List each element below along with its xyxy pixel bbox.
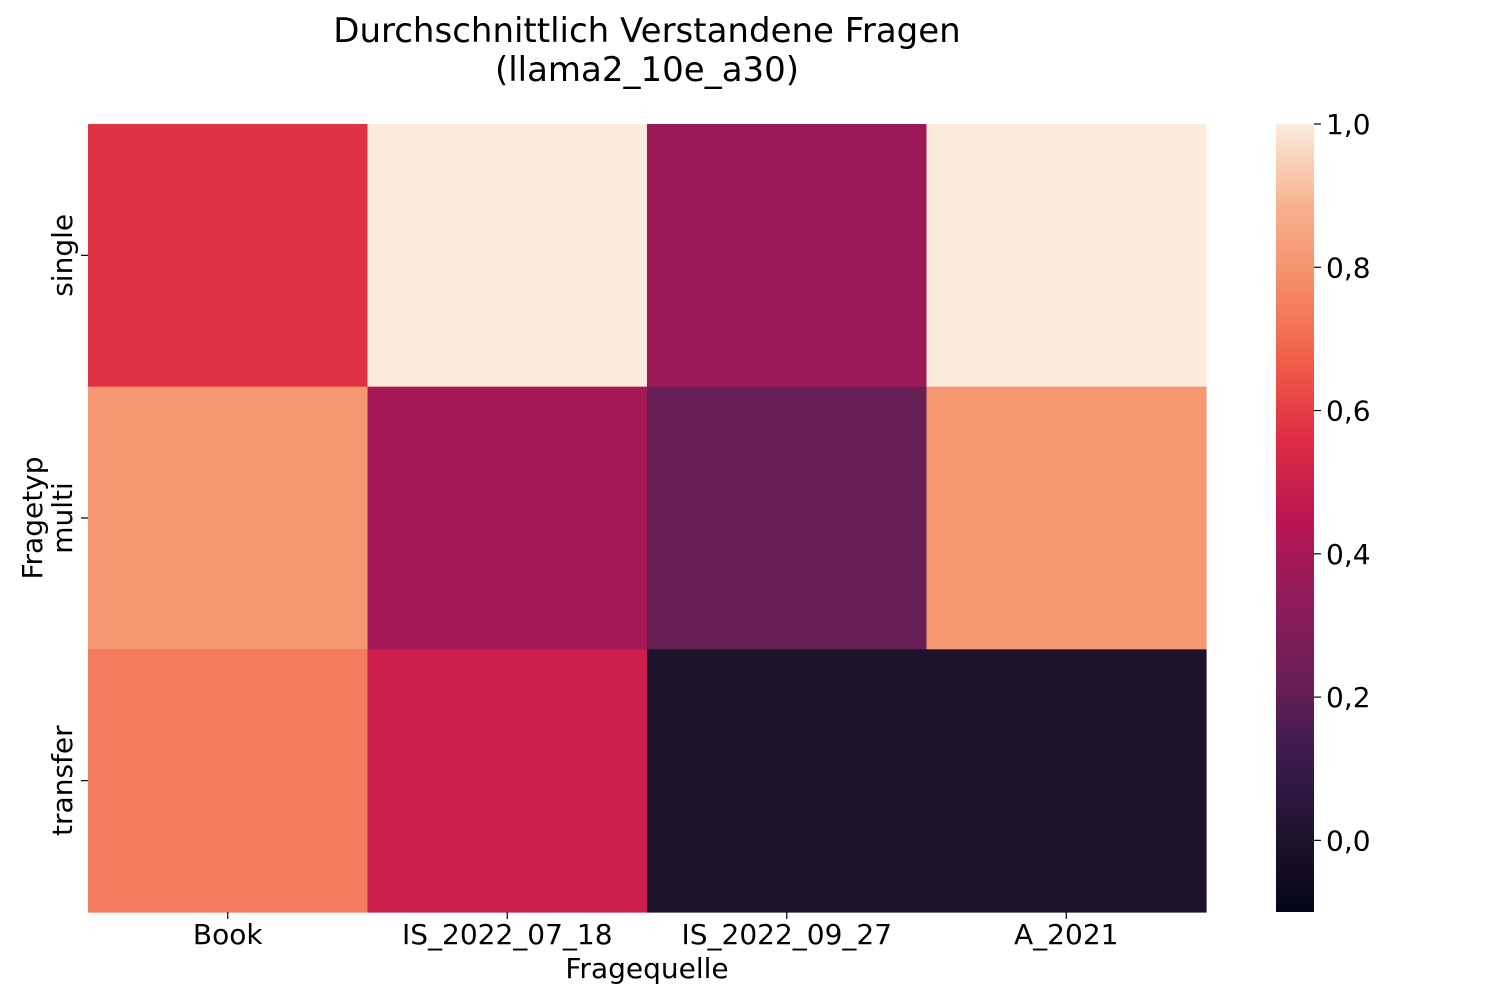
heatmap-cell-transfer-A_2021 (926, 649, 1207, 913)
x-tick-label: A_2021 (1014, 918, 1118, 951)
colorbar-tick-label: 0,0 (1326, 824, 1371, 857)
heatmap-cell-transfer-IS_2022_09_27 (647, 649, 928, 913)
y-axis-ticks: single multi transfer (46, 214, 88, 836)
heatmap-cell-multi-IS_2022_09_27 (647, 386, 928, 650)
heatmap-cell-single-IS_2022_07_18 (367, 124, 648, 388)
heatmap-cell-single-A_2021 (926, 124, 1207, 388)
colorbar-tick-label: 1,0 (1326, 108, 1371, 141)
y-tick-label: multi (46, 482, 79, 554)
colorbar-tick-label: 0,6 (1326, 395, 1371, 428)
heatmap-cell-multi-IS_2022_07_18 (367, 386, 648, 650)
heatmap-cell-multi-A_2021 (926, 386, 1207, 650)
x-tick-label: Book (193, 918, 263, 951)
colorbar (1276, 124, 1314, 912)
colorbar-tick-label: 0,8 (1326, 251, 1371, 284)
y-tick-label: transfer (46, 725, 79, 836)
x-axis-ticks: Book IS_2022_07_18 IS_2022_09_27 A_2021 (193, 912, 1118, 951)
chart-title-line-2: (llama2_10e_a30) (495, 50, 799, 90)
chart-title-line-1: Durchschnittlich Verstandene Fragen (333, 11, 960, 51)
colorbar-tick-label: 0,4 (1326, 538, 1371, 571)
colorbar-ticks: 0,0 0,2 0,4 0,6 0,8 1,0 (1314, 108, 1371, 857)
x-axis-label: Fragequelle (565, 952, 728, 985)
x-tick-label: IS_2022_07_18 (402, 918, 613, 951)
heatmap-cells (88, 124, 1207, 913)
heatmap-cell-single-IS_2022_09_27 (647, 124, 928, 388)
colorbar-tick-label: 0,2 (1326, 681, 1371, 714)
heatmap-cell-transfer-IS_2022_07_18 (367, 649, 648, 913)
x-tick-label: IS_2022_09_27 (681, 918, 892, 951)
heatmap-cell-single-Book (88, 124, 369, 388)
heatmap-cell-multi-Book (88, 386, 369, 650)
y-axis-label: Fragetyp (16, 456, 49, 579)
y-tick-label: single (46, 214, 79, 297)
heatmap-cell-transfer-Book (88, 649, 369, 913)
